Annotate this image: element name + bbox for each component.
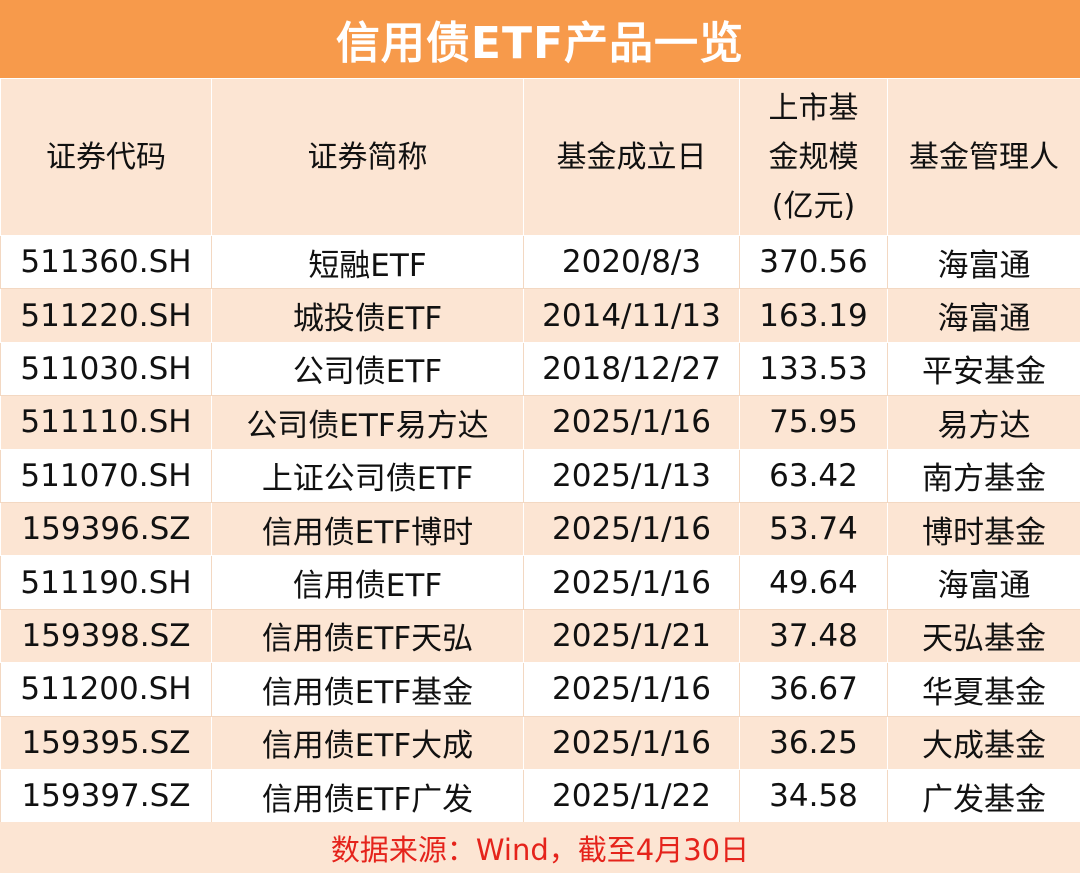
cell-scale: 63.42 (739, 448, 888, 503)
table-row: 159395.SZ 信用债ETF大成 2025/1/16 36.25 大成基金 (0, 715, 1080, 770)
cell-name: 城投债ETF (211, 288, 524, 343)
cell-inception: 2018/12/27 (523, 341, 740, 397)
cell-manager: 海富通 (887, 288, 1080, 343)
cell-manager: 南方基金 (887, 448, 1080, 503)
header-inception: 基金成立日 (523, 78, 740, 236)
cell-manager: 平安基金 (887, 341, 1080, 397)
table-row: 511110.SH 公司债ETF易方达 2025/1/16 75.95 易方达 (0, 395, 1080, 450)
cell-manager: 海富通 (887, 234, 1080, 290)
cell-name: 信用债ETF天弘 (211, 608, 524, 664)
header-scale: 上市基 金规模 (亿元) (739, 78, 888, 236)
cell-scale: 36.25 (739, 715, 888, 770)
cell-code: 511070.SH (0, 448, 212, 503)
cell-name: 上证公司债ETF (211, 448, 524, 503)
cell-inception: 2025/1/22 (523, 768, 740, 824)
cell-name: 信用债ETF广发 (211, 768, 524, 824)
cell-name: 信用债ETF基金 (211, 662, 524, 717)
cell-code: 159395.SZ (0, 715, 212, 770)
header-scale-line3: (亿元) (771, 188, 856, 224)
cell-scale: 53.74 (739, 501, 888, 557)
cell-inception: 2025/1/16 (523, 501, 740, 557)
table-title: 信用债ETF产品一览 (0, 0, 1080, 78)
cell-manager: 易方达 (887, 395, 1080, 450)
cell-scale: 370.56 (739, 234, 888, 290)
cell-name: 信用债ETF (211, 555, 524, 610)
cell-code: 159396.SZ (0, 501, 212, 557)
cell-scale: 163.19 (739, 288, 888, 343)
header-code: 证券代码 (0, 78, 212, 236)
cell-inception: 2025/1/13 (523, 448, 740, 503)
cell-manager: 华夏基金 (887, 662, 1080, 717)
data-source-note: 数据来源：Wind，截至4月30日 (0, 822, 1080, 873)
cell-manager: 大成基金 (887, 715, 1080, 770)
table-row: 511200.SH 信用债ETF基金 2025/1/16 36.67 华夏基金 (0, 662, 1080, 717)
cell-name: 信用债ETF博时 (211, 501, 524, 557)
cell-code: 511220.SH (0, 288, 212, 343)
cell-code: 159398.SZ (0, 608, 212, 664)
table-row: 511220.SH 城投债ETF 2014/11/13 163.19 海富通 (0, 288, 1080, 343)
etf-table: 证券代码 证券简称 基金成立日 上市基 金规模 (亿元) 基金管理人 51136… (0, 78, 1080, 824)
header-scale-line2: 金规模 (768, 139, 859, 175)
cell-inception: 2025/1/16 (523, 715, 740, 770)
cell-name: 公司债ETF易方达 (211, 395, 524, 450)
cell-code: 511360.SH (0, 234, 212, 290)
cell-inception: 2014/11/13 (523, 288, 740, 343)
cell-inception: 2020/8/3 (523, 234, 740, 290)
table-row: 511190.SH 信用债ETF 2025/1/16 49.64 海富通 (0, 555, 1080, 610)
cell-name: 公司债ETF (211, 341, 524, 397)
cell-scale: 37.48 (739, 608, 888, 664)
cell-scale: 49.64 (739, 555, 888, 610)
cell-manager: 海富通 (887, 555, 1080, 610)
table-row: 511360.SH 短融ETF 2020/8/3 370.56 海富通 (0, 234, 1080, 290)
header-manager: 基金管理人 (887, 78, 1080, 236)
header-scale-line1: 上市基 (768, 90, 859, 126)
cell-scale: 36.67 (739, 662, 888, 717)
header-name: 证券简称 (211, 78, 524, 236)
table-row: 159398.SZ 信用债ETF天弘 2025/1/21 37.48 天弘基金 (0, 608, 1080, 664)
cell-code: 511200.SH (0, 662, 212, 717)
cell-scale: 34.58 (739, 768, 888, 824)
cell-code: 159397.SZ (0, 768, 212, 824)
cell-manager: 博时基金 (887, 501, 1080, 557)
cell-scale: 75.95 (739, 395, 888, 450)
cell-manager: 广发基金 (887, 768, 1080, 824)
header-row: 证券代码 证券简称 基金成立日 上市基 金规模 (亿元) 基金管理人 (0, 78, 1080, 236)
cell-manager: 天弘基金 (887, 608, 1080, 664)
table-row: 159397.SZ 信用债ETF广发 2025/1/22 34.58 广发基金 (0, 768, 1080, 824)
cell-code: 511030.SH (0, 341, 212, 397)
cell-name: 信用债ETF大成 (211, 715, 524, 770)
table-row: 511070.SH 上证公司债ETF 2025/1/13 63.42 南方基金 (0, 448, 1080, 503)
cell-inception: 2025/1/16 (523, 555, 740, 610)
table-row: 511030.SH 公司债ETF 2018/12/27 133.53 平安基金 (0, 341, 1080, 397)
cell-inception: 2025/1/21 (523, 608, 740, 664)
table-row: 159396.SZ 信用债ETF博时 2025/1/16 53.74 博时基金 (0, 501, 1080, 557)
cell-code: 511190.SH (0, 555, 212, 610)
cell-name: 短融ETF (211, 234, 524, 290)
cell-inception: 2025/1/16 (523, 395, 740, 450)
cell-scale: 133.53 (739, 341, 888, 397)
cell-code: 511110.SH (0, 395, 212, 450)
cell-inception: 2025/1/16 (523, 662, 740, 717)
